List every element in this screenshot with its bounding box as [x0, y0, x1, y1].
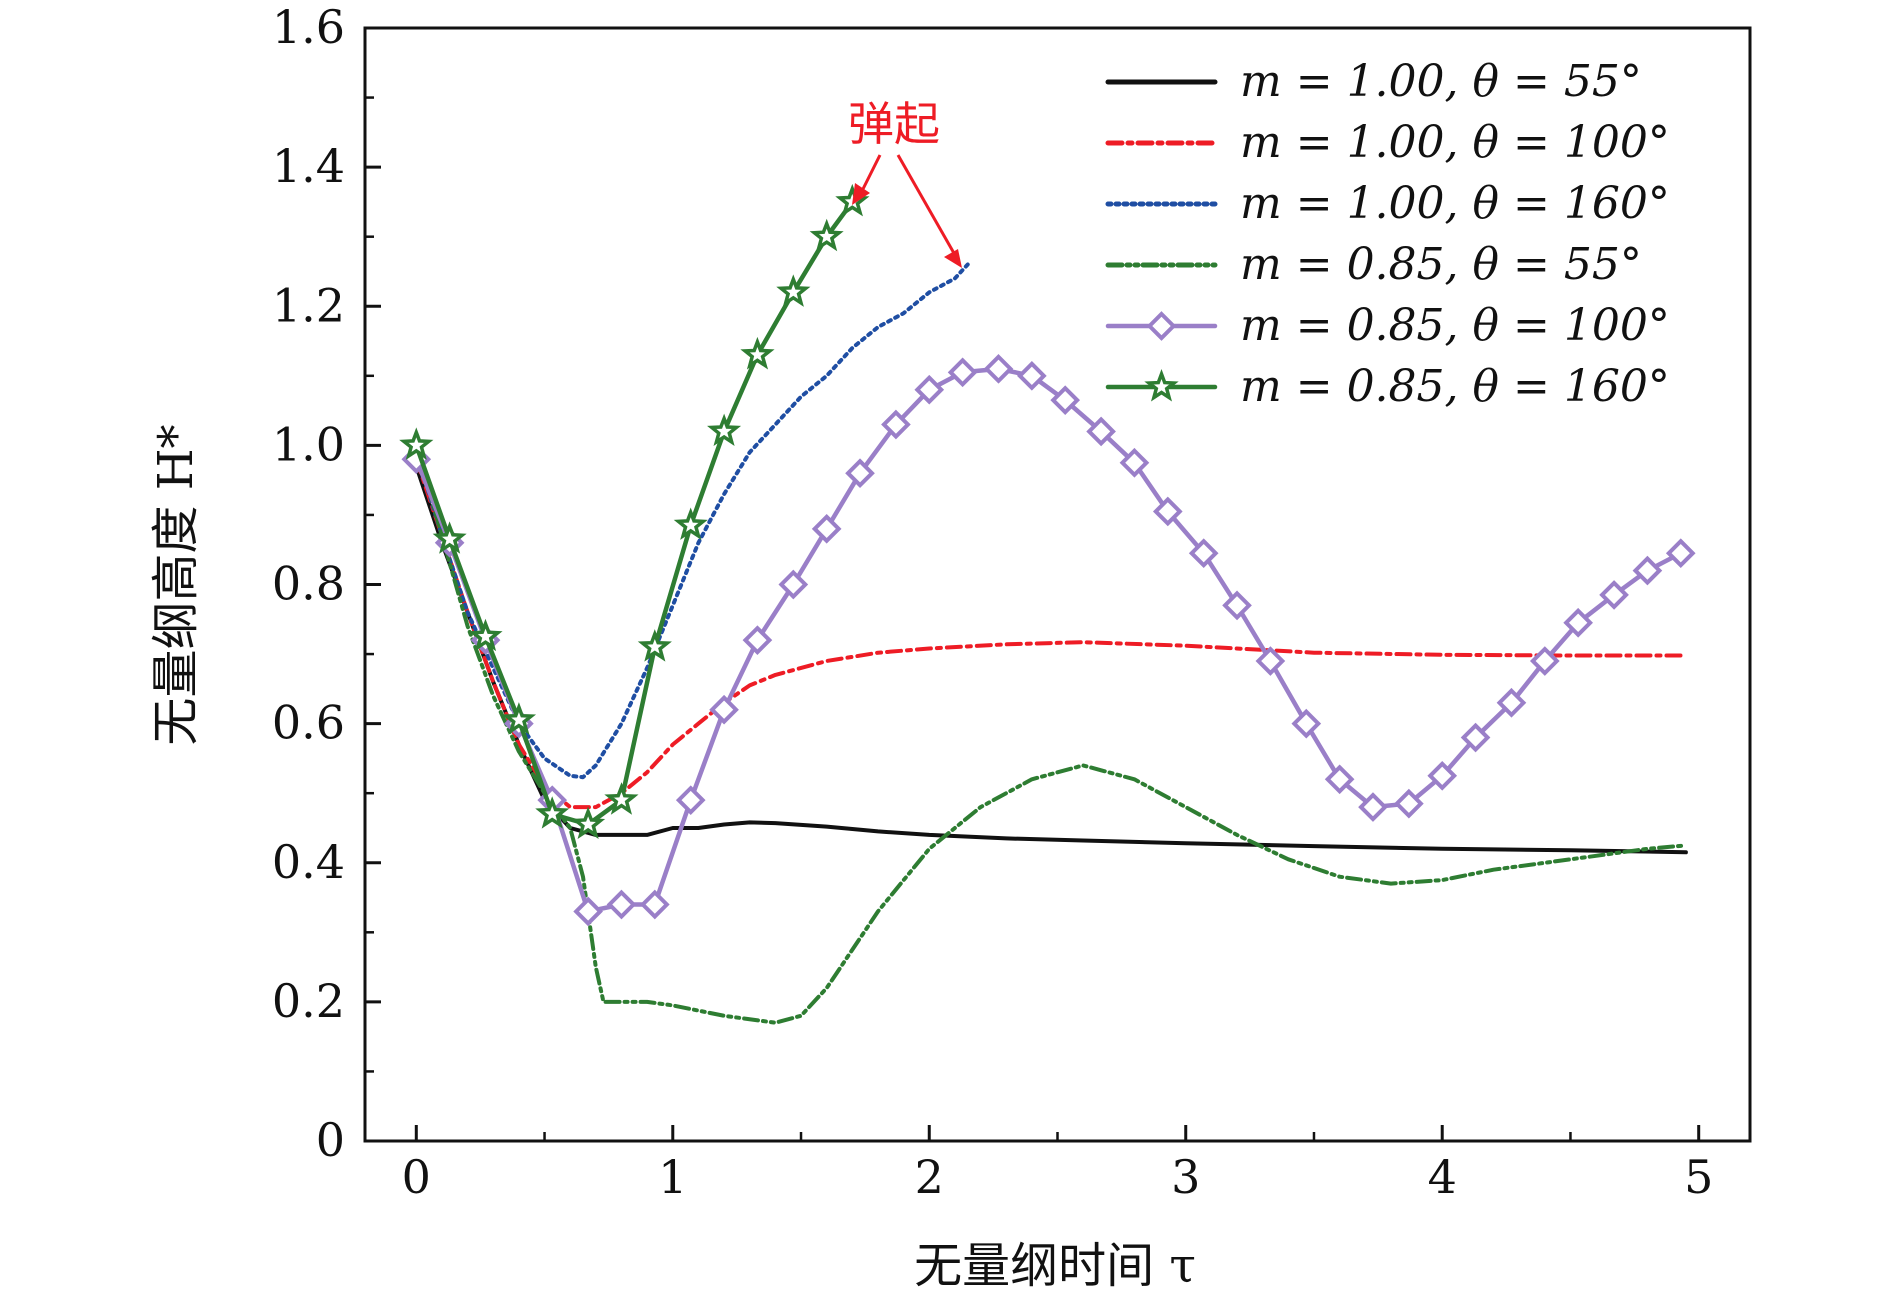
x-tick-label: 2 — [915, 1150, 944, 1204]
star-marker — [637, 629, 672, 662]
diamond-marker — [1017, 360, 1047, 391]
star-marker — [604, 782, 639, 815]
x-tick-label: 5 — [1684, 1150, 1713, 1204]
diamond-marker — [1146, 311, 1177, 341]
legend-entry: m = 0.85, θ = 160° — [1105, 361, 1670, 412]
diamond-marker — [1460, 722, 1491, 753]
annotation-arrowhead-left — [852, 183, 870, 205]
diamond-marker — [1152, 496, 1183, 527]
x-axis-label: 无量纲时间 τ — [914, 1238, 1196, 1294]
y-tick-label: 1.6 — [272, 0, 345, 54]
diamond-marker — [1255, 646, 1286, 676]
diamond-marker — [1188, 538, 1219, 569]
star-marker — [468, 618, 503, 652]
annotation-arrow-right — [896, 154, 957, 256]
diamond-marker — [1119, 447, 1150, 478]
diamond-marker — [709, 694, 739, 725]
legend-entry: m = 0.85, θ = 55° — [1105, 239, 1642, 290]
diamond-marker — [1599, 580, 1629, 610]
diamond-marker — [1529, 646, 1560, 676]
diamond-marker — [1358, 792, 1388, 822]
diamond-marker — [1050, 385, 1081, 415]
legend-label: m = 1.00, θ = 55° — [1240, 56, 1642, 107]
star-marker — [501, 702, 537, 735]
diamond-marker — [1394, 788, 1424, 819]
star-marker — [809, 218, 844, 252]
y-tick-label: 0.2 — [272, 974, 345, 1028]
star-marker — [399, 427, 434, 460]
y-tick-label: 0.6 — [272, 696, 345, 750]
diamond-marker — [675, 785, 706, 815]
diamond-marker — [811, 514, 842, 544]
y-tick-label: 1.2 — [272, 278, 345, 332]
series-line — [414, 366, 1684, 914]
x-tick-label: 3 — [1171, 1150, 1200, 1204]
series-5 — [399, 183, 870, 840]
diamond-marker — [1427, 760, 1458, 791]
annotation-arrowhead-right — [944, 249, 962, 268]
star-marker — [673, 507, 708, 540]
legend: m = 1.00, θ = 55° m = 1.00, θ = 100° m = 1… — [1105, 56, 1670, 412]
legend-entry: m = 1.00, θ = 55° — [1105, 56, 1642, 107]
diamond-marker — [1496, 687, 1527, 718]
diamond-marker — [778, 569, 809, 600]
diamond-marker — [881, 409, 911, 440]
legend-entry: m = 0.85, θ = 100° — [1105, 300, 1670, 351]
legend-label: m = 0.85, θ = 160° — [1240, 361, 1670, 412]
annotation-arrow-left — [858, 154, 882, 196]
legend-entry: m = 1.00, θ = 160° — [1105, 178, 1670, 229]
diamond-marker — [1632, 555, 1663, 586]
diamond-marker — [1222, 590, 1252, 621]
series-layer — [399, 183, 1696, 1025]
series-3 — [414, 443, 1688, 1025]
diamond-marker — [983, 354, 1014, 384]
diamond-marker — [1563, 607, 1593, 638]
y-axis-label: 无量纲高度 H* — [148, 424, 204, 745]
series-0 — [414, 464, 1688, 855]
star-marker — [1144, 368, 1179, 402]
star-marker — [740, 336, 775, 370]
diamond-marker — [914, 374, 945, 405]
diamond-marker — [845, 458, 875, 489]
diamond-marker — [1086, 416, 1116, 447]
series-1 — [414, 457, 1688, 810]
legend-label: m = 0.85, θ = 55° — [1240, 239, 1642, 290]
x-tick-label: 4 — [1428, 1150, 1457, 1204]
diamond-marker — [1291, 708, 1322, 739]
diamond-marker — [1324, 764, 1355, 795]
x-tick-label: 0 — [402, 1150, 431, 1204]
legend-label: m = 0.85, θ = 100° — [1240, 300, 1670, 351]
y-axis-ticks: 0 0.2 0.4 0.6 0.8 1.0 1.2 1.4 1.6 — [272, 0, 381, 1167]
annotation-label: 弹起 — [848, 97, 940, 151]
series-line — [414, 464, 1688, 855]
diamond-marker — [573, 896, 603, 927]
legend-entry: m = 1.00, θ = 100° — [1105, 117, 1670, 168]
diamond-marker — [639, 889, 670, 920]
y-tick-label: 0.4 — [272, 835, 345, 889]
y-tick-label: 0.8 — [272, 557, 345, 611]
x-axis-ticks: 0 1 2 3 4 5 — [402, 1125, 1713, 1204]
y-tick-label: 0 — [316, 1113, 345, 1167]
diamond-marker — [742, 625, 773, 655]
star-marker — [432, 521, 467, 554]
star-marker — [707, 413, 742, 447]
legend-label: m = 1.00, θ = 160° — [1240, 178, 1670, 229]
y-tick-label: 1.4 — [272, 139, 345, 193]
y-tick-label: 1.0 — [272, 417, 345, 471]
star-marker — [571, 806, 606, 840]
series-line — [414, 443, 1688, 1025]
star-marker — [535, 796, 570, 829]
diamond-marker — [1665, 538, 1696, 569]
x-tick-label: 1 — [658, 1150, 687, 1204]
series-line — [414, 457, 1688, 810]
diamond-marker — [947, 357, 978, 388]
annotation: 弹起 — [848, 97, 962, 268]
legend-label: m = 1.00, θ = 100° — [1240, 117, 1670, 168]
diamond-marker — [606, 889, 637, 920]
star-marker — [776, 274, 811, 307]
